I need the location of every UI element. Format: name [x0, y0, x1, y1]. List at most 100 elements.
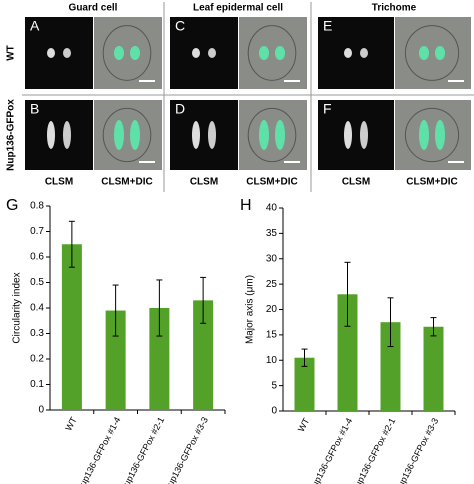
- cell-outline: [247, 107, 297, 163]
- nucleus: [208, 48, 216, 58]
- gfp-signal: [275, 46, 285, 60]
- cell-outline: [247, 25, 297, 81]
- channel-label: CLSM: [45, 177, 73, 188]
- y-axis-label: Circularity index: [12, 272, 23, 343]
- dic-image: [94, 17, 162, 89]
- gfp-signal: [419, 46, 429, 60]
- x-tick-label: Nup136-GFPox #2-1: [350, 416, 398, 484]
- gfp-signal: [130, 120, 140, 150]
- dic-image: [239, 100, 307, 170]
- error-bar: [156, 279, 163, 337]
- bar: [61, 244, 82, 410]
- clsm-image: [170, 17, 238, 89]
- nucleus: [360, 48, 368, 58]
- nucleus: [360, 121, 368, 149]
- bar: [149, 308, 170, 410]
- nucleus: [63, 121, 71, 149]
- bar: [193, 300, 214, 410]
- row-label: Nup136-GFPox: [6, 99, 17, 171]
- error-bar: [68, 220, 75, 268]
- nucleus: [192, 121, 200, 149]
- panel-letter: H: [240, 197, 252, 214]
- channel-label: CLSM: [190, 177, 218, 188]
- x-tick-label: Nup136-GFPox #2-1: [118, 415, 166, 484]
- row-label: WT: [6, 45, 17, 61]
- gfp-signal: [130, 46, 140, 60]
- gfp-signal: [435, 120, 445, 150]
- clsm-image: [25, 17, 93, 89]
- nucleus: [47, 121, 55, 149]
- y-tick-label: 25: [266, 279, 278, 290]
- channel-label: CLSM+DIC: [101, 177, 152, 188]
- y-tick-label: 0.5: [30, 277, 44, 288]
- channel-label: CLSM: [342, 177, 370, 188]
- panel-letter: A: [30, 18, 40, 34]
- error-bar: [387, 297, 394, 348]
- panel-letter: E: [323, 18, 332, 34]
- y-tick-label: 0.2: [30, 354, 44, 365]
- nucleus: [208, 121, 216, 149]
- clsm-image: [318, 100, 394, 170]
- cell-outline: [102, 107, 152, 163]
- x-tick-label: Nup136-GFPox #1-4: [75, 415, 123, 484]
- y-tick-label: 0.6: [30, 252, 44, 263]
- x-tick-label: WT: [63, 415, 79, 432]
- bar: [294, 357, 315, 411]
- nucleus: [63, 48, 71, 58]
- y-tick-label: 20: [266, 304, 278, 315]
- panel-letter: C: [175, 18, 185, 34]
- clsm-image: [25, 100, 93, 170]
- y-tick-label: 35: [266, 228, 278, 239]
- y-tick-label: 30: [266, 253, 278, 264]
- error-bar: [301, 348, 308, 367]
- error-bar: [112, 284, 119, 337]
- column-header: Leaf epidermal cell: [193, 3, 283, 14]
- y-tick-label: 40: [266, 203, 278, 214]
- panel-letter: B: [30, 101, 39, 117]
- x-tick-label: Nup136-GFPox #1-4: [307, 416, 355, 484]
- y-tick-label: 0: [38, 405, 44, 416]
- bar: [423, 326, 444, 411]
- clsm-image: [170, 100, 238, 170]
- bar: [105, 310, 126, 410]
- y-tick-label: 0.8: [30, 201, 44, 212]
- column-header: Trichome: [372, 3, 417, 14]
- nucleus: [344, 48, 352, 58]
- gfp-signal: [259, 120, 269, 150]
- dic-image: [395, 17, 471, 89]
- error-bar: [200, 276, 207, 324]
- y-tick-label: 0.4: [30, 303, 44, 314]
- dic-image: [94, 100, 162, 170]
- nucleus: [344, 121, 352, 149]
- gfp-signal: [419, 120, 429, 150]
- channel-label: CLSM+DIC: [406, 177, 457, 188]
- gfp-signal: [114, 120, 124, 150]
- y-axis-label: Major axis (μm): [245, 275, 256, 344]
- y-tick-label: 0.7: [30, 226, 44, 237]
- y-tick-label: 0.1: [30, 379, 44, 390]
- gfp-signal: [275, 120, 285, 150]
- panel-letter: D: [175, 101, 185, 117]
- x-tick-label: Nup136-GFPox #3-3: [162, 415, 210, 484]
- bar: [337, 294, 358, 411]
- nucleus: [192, 48, 200, 58]
- y-tick-label: 15: [266, 330, 278, 341]
- x-tick-label: Nup136-GFPox #3-3: [393, 416, 441, 484]
- error-bar: [430, 317, 437, 337]
- clsm-image: [318, 17, 394, 89]
- bar: [380, 322, 401, 411]
- cell-outline: [404, 25, 460, 81]
- gfp-signal: [114, 46, 124, 60]
- cell-outline: [404, 107, 460, 163]
- panel-letter: G: [6, 197, 18, 214]
- y-tick-label: 10: [266, 355, 278, 366]
- y-tick-label: 5: [271, 380, 277, 391]
- nucleus: [47, 48, 55, 58]
- column-header: Guard cell: [69, 3, 118, 14]
- dic-image: [395, 100, 471, 170]
- gfp-signal: [259, 46, 269, 60]
- panel-letter: F: [323, 101, 332, 117]
- dic-image: [239, 17, 307, 89]
- y-tick-label: 0.3: [30, 328, 44, 339]
